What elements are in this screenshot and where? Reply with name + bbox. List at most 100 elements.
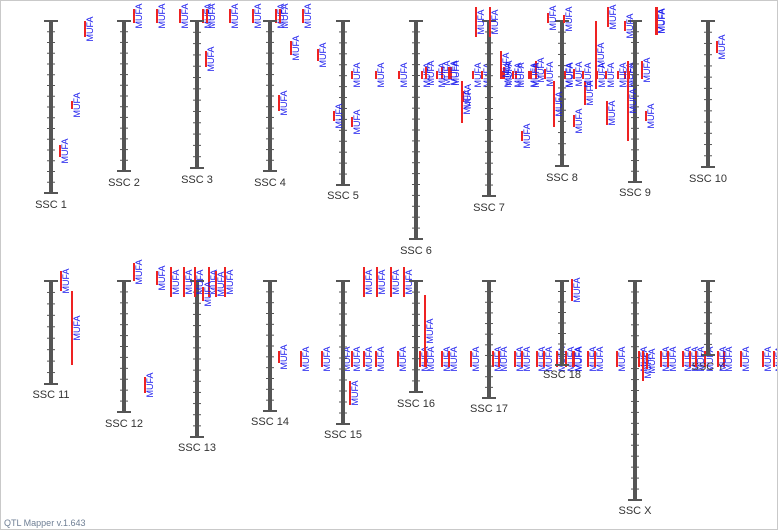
chromosome-bar[interactable] [487, 21, 491, 196]
qtl-marker[interactable]: MUFA [543, 346, 554, 372]
chromosome-bar[interactable] [49, 21, 53, 193]
qtl-marker[interactable]: MUFA [179, 3, 190, 29]
qtl-marker[interactable]: MUFA [351, 346, 362, 372]
qtl-marker[interactable]: MUFA [215, 271, 226, 297]
chromosome-bar[interactable] [487, 281, 491, 398]
qtl-marker[interactable]: MUFA [133, 259, 144, 285]
chromosome-bar[interactable] [268, 281, 272, 411]
qtl-marker[interactable]: MUFA [512, 62, 523, 88]
qtl-marker[interactable]: MUFA [489, 7, 500, 37]
qtl-marker[interactable]: MUFA [375, 62, 386, 88]
chromosome-ssc-11[interactable]: SSC 11 MUFA MUFA [32, 268, 82, 401]
chromosome-bar[interactable] [414, 21, 418, 239]
qtl-marker[interactable]: MUFA [436, 62, 447, 88]
qtl-marker[interactable]: MUFA [587, 346, 598, 372]
qtl-marker[interactable]: MUFA [773, 346, 777, 372]
qtl-marker[interactable]: MUFA [300, 346, 311, 372]
qtl-marker[interactable]: MUFA [321, 346, 332, 372]
qtl-marker[interactable]: MUFA [475, 7, 486, 37]
qtl-marker[interactable]: MUFA [607, 4, 618, 30]
qtl-marker[interactable]: MUFA [133, 3, 144, 29]
qtl-marker[interactable]: MUFA [521, 346, 532, 372]
chromosome-bar[interactable] [633, 281, 637, 500]
chromosome-bar[interactable] [341, 21, 345, 185]
qtl-marker[interactable]: MUFA [605, 62, 616, 88]
qtl-marker[interactable]: MUFA [584, 80, 595, 106]
qtl-marker[interactable]: MUFA [535, 57, 546, 83]
chromosome-bar[interactable] [706, 21, 710, 167]
qtl-marker[interactable]: MUFA [667, 346, 678, 372]
qtl-marker[interactable]: MUFA [521, 123, 532, 149]
chromosome-ssc-16[interactable]: SSC 16MUFAMUFAMUFAMUFAMUFAMUFAMUFAMUFAMU… [397, 280, 584, 410]
qtl-marker[interactable]: MUFA [498, 346, 509, 372]
qtl-marker[interactable]: MUFA [544, 61, 555, 87]
qtl-marker[interactable]: MUFA [616, 346, 627, 372]
qtl-marker[interactable]: MUFA [278, 344, 289, 370]
qtl-marker[interactable]: MUFA [571, 277, 582, 303]
qtl-marker[interactable]: MUFA [363, 267, 374, 297]
qtl-marker[interactable]: MUFA [646, 348, 657, 374]
qtl-marker[interactable]: MUFA [695, 346, 706, 372]
qtl-marker[interactable]: MUFA [252, 3, 263, 29]
qtl-marker[interactable]: MUFA [71, 92, 82, 118]
qtl-marker[interactable]: MUFA [59, 138, 70, 164]
chromosome-ssc-x[interactable]: SSC XMUFAMUFAMUFAMUFA [618, 280, 700, 517]
qtl-marker[interactable]: MUFA [528, 62, 539, 88]
qtl-marker[interactable]: MUFA [375, 346, 386, 372]
qtl-marker[interactable]: MUFA [156, 3, 167, 29]
chromosome-bar[interactable] [560, 281, 564, 365]
qtl-marker[interactable]: MUFA [170, 267, 181, 297]
qtl-marker[interactable]: MUFA [536, 346, 547, 372]
qtl-marker[interactable]: MUFA [660, 346, 671, 372]
qtl-marker[interactable]: MUFA [60, 268, 71, 294]
qtl-marker[interactable]: MUFA [194, 267, 205, 297]
qtl-marker[interactable]: MUFA [716, 34, 727, 60]
qtl-marker[interactable]: MUFA [448, 346, 459, 372]
qtl-marker[interactable]: MUFA [617, 62, 628, 88]
qtl-marker[interactable]: MUFA [762, 346, 773, 372]
qtl-marker[interactable]: MUFA [71, 291, 82, 365]
chromosome-bar[interactable] [414, 281, 418, 392]
chromosome-bar[interactable] [706, 281, 710, 355]
qtl-marker[interactable]: MUFA [573, 108, 584, 134]
chromosome-bar[interactable] [49, 281, 53, 384]
qtl-marker[interactable]: MUFA [206, 3, 217, 29]
qtl-marker[interactable]: MUFA [564, 62, 575, 88]
qtl-marker[interactable]: MUFA [530, 62, 541, 88]
chromosome-bar[interactable] [341, 281, 345, 424]
qtl-marker[interactable]: MUFA [317, 42, 328, 68]
qtl-marker[interactable]: MUFA [290, 35, 301, 61]
chromosome-bar[interactable] [633, 21, 637, 182]
qtl-marker[interactable]: MUFA [563, 6, 574, 32]
qtl-marker[interactable]: MUFA [398, 62, 409, 88]
qtl-marker[interactable]: MUFA [641, 57, 652, 83]
qtl-marker[interactable]: MUFA [740, 346, 751, 372]
qtl-marker[interactable]: MUFA [553, 81, 564, 127]
qtl-marker[interactable]: MUFA [376, 267, 387, 297]
qtl-marker[interactable]: MUFA [656, 7, 667, 35]
qtl-marker[interactable]: MUFA [351, 62, 362, 88]
qtl-marker[interactable]: MUFA [397, 346, 408, 372]
qtl-marker[interactable]: MUFA [425, 346, 436, 372]
qtl-marker[interactable]: MUFA [333, 103, 344, 129]
qtl-marker[interactable]: MUFA [595, 21, 606, 89]
qtl-marker[interactable]: MUFA [704, 346, 715, 372]
qtl-marker[interactable]: MUFA [514, 346, 525, 372]
chromosome-bar[interactable] [560, 21, 564, 166]
qtl-marker[interactable]: MUFA [208, 267, 219, 297]
qtl-marker[interactable]: MUFA [278, 90, 289, 116]
qtl-marker[interactable]: MUFA [627, 61, 638, 141]
chromosome-ssc-y[interactable]: SSC YMUFAMUFAMUFAMUFAMUFAMUFAMUFA [692, 280, 777, 373]
qtl-marker[interactable]: MUFA [448, 60, 459, 86]
qtl-marker[interactable]: MUFA [582, 62, 593, 88]
qtl-marker[interactable]: MUFA [156, 265, 167, 291]
qtl-marker[interactable]: MUFA [425, 60, 436, 86]
